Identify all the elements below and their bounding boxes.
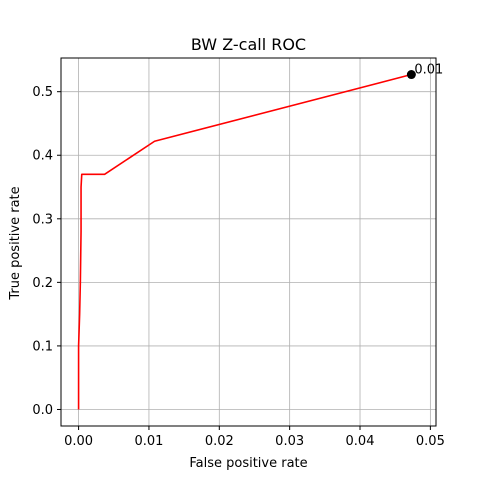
x-tick-label: 0.00 <box>64 434 93 449</box>
x-tick-label: 0.05 <box>416 434 445 449</box>
y-tick-label: 0.1 <box>32 339 53 354</box>
x-tick-label: 0.02 <box>205 434 234 449</box>
plot-area-frame <box>60 57 437 427</box>
x-axis-label: False positive rate <box>189 456 307 471</box>
y-tick-label: 0.3 <box>32 212 53 227</box>
x-tick-label: 0.04 <box>346 434 375 449</box>
y-tick-label: 0.4 <box>32 149 53 164</box>
series-layer <box>77 71 415 410</box>
threshold-label: 0.01 <box>414 63 443 78</box>
roc-curve-line <box>77 71 415 410</box>
x-tick-label: 0.03 <box>275 434 304 449</box>
chart-title: BW Z-call ROC <box>191 35 306 54</box>
y-axis-ticks: 0.0 0.1 0.2 0.3 0.4 0.5 <box>32 85 61 418</box>
y-tick-label: 0.0 <box>32 403 53 418</box>
y-tick-label: 0.2 <box>32 276 53 291</box>
x-axis-ticks: 0.00 0.01 0.02 0.03 0.04 0.05 <box>64 426 445 449</box>
threshold-marker <box>406 70 416 80</box>
y-axis-label: True positive rate <box>8 186 23 300</box>
grid <box>61 58 436 426</box>
y-tick-label: 0.5 <box>32 85 53 100</box>
x-tick-label: 0.01 <box>134 434 163 449</box>
